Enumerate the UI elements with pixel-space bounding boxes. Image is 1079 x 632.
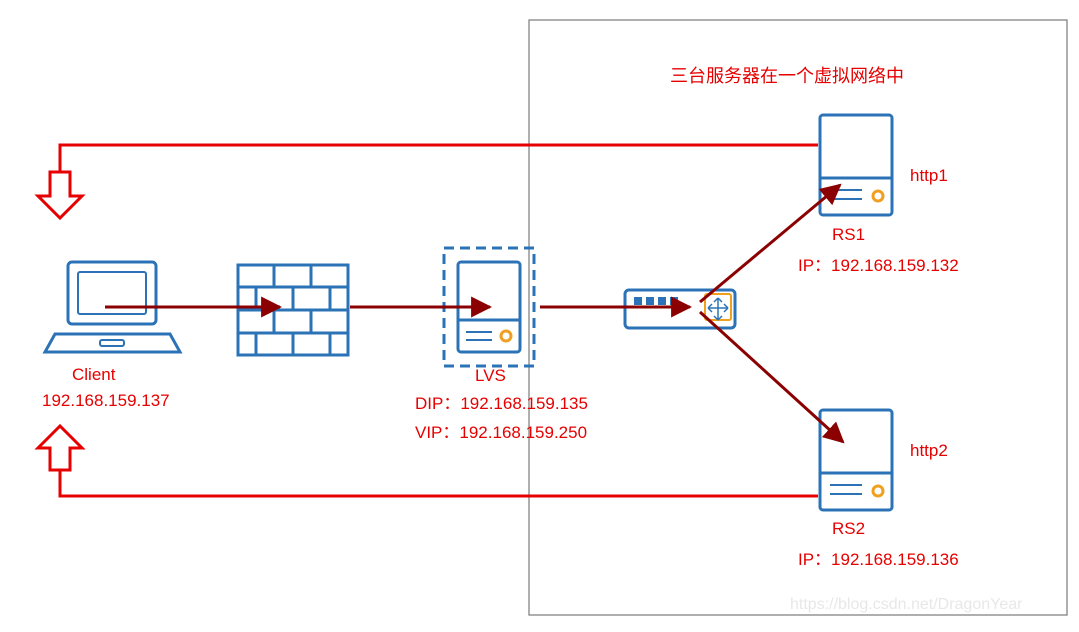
lvs-dip: DIP：192.168.159.135 — [415, 389, 588, 414]
rs1-ip: IP：192.168.159.132 — [798, 251, 959, 276]
rs1-name: RS1 — [832, 225, 865, 245]
arrow-switch-rs1 — [700, 185, 840, 302]
rs2-http: http2 — [910, 441, 948, 461]
firewall-icon — [238, 265, 348, 355]
return-path-top — [60, 145, 818, 172]
rs2-icon — [820, 410, 892, 510]
lvs-label: LVS — [475, 366, 506, 386]
rs1-icon — [820, 115, 892, 215]
lvs-vip: VIP：192.168.159.250 — [415, 418, 587, 443]
rs2-ip: IP：192.168.159.136 — [798, 545, 959, 570]
rs2-name: RS2 — [832, 519, 865, 539]
rs1-http: http1 — [910, 166, 948, 186]
arrow-switch-rs2 — [700, 312, 843, 442]
switch-icon — [625, 290, 735, 328]
return-path-bottom — [60, 470, 818, 496]
diagram-stage: 三台服务器在一个虚拟网络中 Client 192.168.159.137 LVS… — [0, 0, 1079, 627]
client-label: Client — [72, 365, 115, 385]
watermark-text: https://blog.csdn.net/DragonYear — [790, 596, 1022, 614]
diagram-svg — [0, 0, 1079, 627]
vnet-box — [529, 20, 1067, 615]
return-arrow-top — [38, 172, 82, 218]
vnet-title: 三台服务器在一个虚拟网络中 — [670, 62, 904, 88]
client-ip: 192.168.159.137 — [42, 391, 170, 411]
return-arrow-bottom — [38, 426, 82, 470]
